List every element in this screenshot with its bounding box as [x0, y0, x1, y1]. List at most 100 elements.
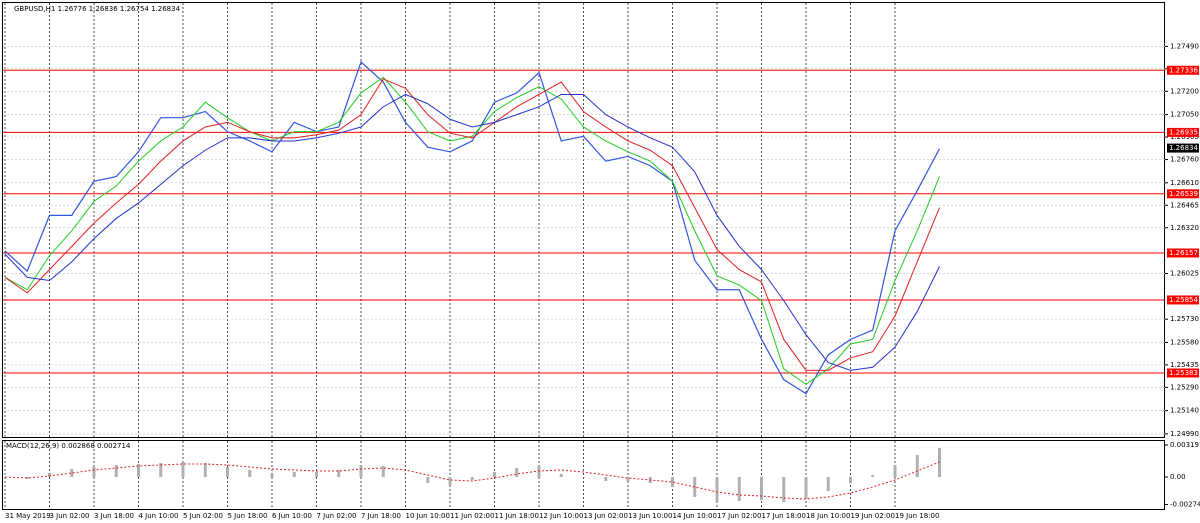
macd-signal — [4, 461, 940, 500]
macd-bar — [137, 464, 140, 477]
price-line — [4, 76, 940, 385]
x-tick-label: 14 Jun 10:00 — [673, 512, 717, 520]
level-tag — [1167, 65, 1199, 75]
price-line — [4, 93, 940, 371]
x-tick-label: 7 Jun 02:00 — [317, 512, 357, 520]
macd-bar — [715, 477, 719, 502]
macd-bar — [737, 477, 741, 501]
level-tag — [1167, 295, 1199, 305]
macd-bar — [893, 465, 897, 477]
macd-bar — [203, 463, 207, 477]
macd-bar — [181, 462, 185, 477]
y-tick-label: 1.26610 — [1170, 179, 1199, 187]
macd-bar — [48, 473, 51, 477]
macd-bar — [248, 470, 252, 477]
level-label: 1.25854 — [1169, 296, 1198, 304]
y-tick-label: 1.26465 — [1170, 201, 1199, 209]
x-tick-label: 3 Jun 02:00 — [50, 512, 90, 520]
x-tick-label: 5 Jun 02:00 — [183, 512, 223, 520]
x-tick-label: 18 Jun 10:00 — [806, 512, 850, 520]
level-label: 1.26539 — [1169, 190, 1198, 198]
x-tick-label: 17 Jun 02:00 — [717, 512, 761, 520]
price-line — [4, 60, 941, 395]
x-tick-label: 12 Jun 10:00 — [539, 512, 583, 520]
macd-bar — [804, 477, 808, 499]
y-tick-label: 1.25290 — [1170, 383, 1199, 391]
macd-bar — [693, 477, 697, 497]
macd-bar — [871, 475, 875, 477]
y-tick-label: 0.00 — [1170, 473, 1186, 481]
macd-bar — [626, 477, 630, 482]
y-tick-label: 1.26025 — [1170, 269, 1199, 277]
macd-bar — [114, 465, 118, 477]
level-label: 1.25383 — [1169, 369, 1198, 377]
macd-bar — [582, 477, 585, 478]
macd-bar — [604, 477, 608, 481]
current-price-tag — [1167, 143, 1199, 153]
level-label: 1.26935 — [1169, 128, 1198, 136]
x-tick-label: 13 Jun 10:00 — [628, 512, 672, 520]
macd-bar — [292, 472, 296, 477]
level-label: 1.26157 — [1169, 249, 1198, 257]
current-price-label: 1.26834 — [1169, 144, 1198, 152]
macd-bar — [315, 472, 318, 477]
macd-bar — [381, 466, 385, 477]
level-label: 1.27336 — [1169, 66, 1198, 74]
macd-bar — [470, 477, 474, 480]
x-tick-label: 31 May 2019 — [5, 512, 51, 520]
level-tag — [1167, 248, 1199, 258]
macd-bar — [426, 477, 430, 483]
level-tag — [1167, 127, 1199, 137]
macd-bar — [270, 473, 274, 477]
macd-bar — [782, 477, 786, 502]
y-tick-label: -0.002746 — [1170, 500, 1200, 508]
x-tick-label: 6 Jun 10:00 — [272, 512, 312, 520]
macd-bar — [515, 468, 519, 477]
plot-frame — [2, 2, 1165, 438]
x-tick-label: 13 Jun 02:00 — [584, 512, 628, 520]
y-tick-label: 1.27200 — [1170, 87, 1199, 95]
macd-bar — [337, 470, 341, 477]
macd-bar — [404, 477, 407, 478]
macd-bar — [493, 472, 496, 477]
x-tick-label: 11 Jun 02:00 — [450, 512, 494, 520]
macd-bar — [559, 474, 563, 477]
y-tick-label: 0.003197 — [1170, 441, 1200, 449]
x-tick-label: 19 Jun 02:00 — [851, 512, 895, 520]
x-tick-label: 10 Jun 10:00 — [406, 512, 450, 520]
price-line — [4, 78, 940, 371]
y-tick-label: 1.24990 — [1170, 430, 1199, 438]
y-tick-label: 1.25580 — [1170, 338, 1199, 346]
macd-bar — [92, 467, 96, 477]
level-tag — [1167, 189, 1199, 199]
chart-title: GBPUSD,H1 1.26776 1.26836 1.26754 1.2683… — [14, 5, 181, 13]
macd-bar — [25, 477, 29, 479]
x-tick-label: 5 Jun 18:00 — [228, 512, 268, 520]
x-tick-label: 4 Jun 10:00 — [139, 512, 179, 520]
macd-bar — [671, 477, 674, 487]
macd-bar — [849, 477, 852, 483]
y-tick-label: 1.25140 — [1170, 407, 1199, 415]
y-tick-label: 1.25435 — [1170, 361, 1199, 369]
y-tick-label: 1.26320 — [1170, 224, 1199, 232]
macd-bar — [915, 455, 919, 477]
y-tick-label: 1.26760 — [1170, 156, 1199, 164]
macd-bar — [826, 477, 830, 491]
macd-bar — [70, 469, 74, 477]
macd-bar — [448, 477, 452, 485]
macd-title: MACD(12,26,9) 0.002868 0.002714 — [6, 442, 131, 450]
x-tick-label: 11 Jun 18:00 — [495, 512, 539, 520]
y-tick-label: 1.27050 — [1170, 111, 1199, 119]
level-tag — [1167, 368, 1199, 378]
macd-bar — [359, 465, 363, 477]
y-tick-label: 1.26905 — [1170, 133, 1199, 141]
y-tick-label: 1.25730 — [1170, 315, 1199, 323]
macd-bar — [226, 467, 229, 477]
x-tick-label: 19 Jun 18:00 — [895, 512, 939, 520]
x-tick-label: 17 Jun 18:00 — [762, 512, 806, 520]
macd-bar — [760, 477, 763, 500]
macd-bar — [159, 463, 163, 477]
y-tick-label: 1.27490 — [1170, 42, 1199, 50]
